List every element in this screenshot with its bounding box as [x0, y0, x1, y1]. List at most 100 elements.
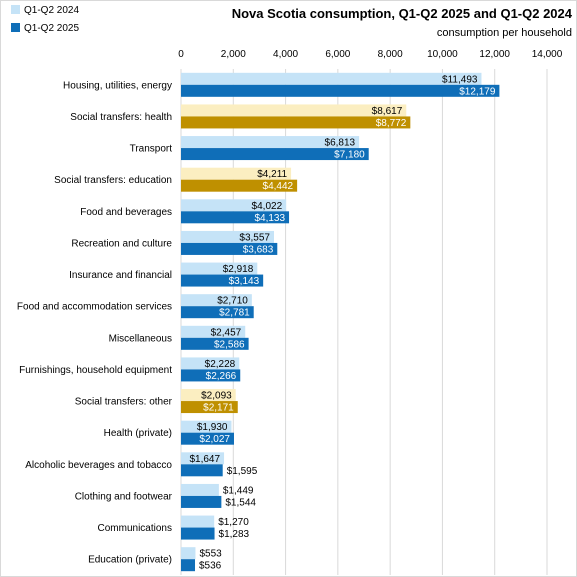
bar-2025: [181, 559, 196, 572]
bar-2025: [181, 306, 254, 319]
data-label: $1,930: [197, 422, 228, 433]
data-label: $1,449: [223, 485, 254, 496]
category-label: Communications: [98, 523, 172, 534]
data-label: $2,586: [214, 339, 245, 350]
bar-2024: [181, 72, 482, 85]
bar-2024: [181, 515, 215, 528]
data-label: $11,493: [442, 74, 478, 85]
data-label: $1,544: [225, 497, 256, 508]
category-label: Social transfers: health: [70, 112, 172, 123]
data-label: $4,022: [252, 201, 283, 212]
data-label: $12,179: [459, 86, 496, 97]
data-label: $1,647: [189, 454, 220, 465]
bar-2025: [181, 148, 369, 161]
bar-2025: [181, 242, 278, 255]
bar-2025: [181, 495, 222, 508]
data-label: $7,180: [334, 150, 365, 161]
legend-label-2025: Q1-Q2 2025: [24, 23, 79, 34]
bar-2024: [181, 452, 225, 465]
bar-2024: [181, 136, 360, 149]
bar-2024: [181, 357, 240, 370]
category-label: Recreation and culture: [71, 238, 172, 249]
x-tick-label: 0: [178, 49, 184, 60]
category-label: Health (private): [104, 428, 172, 439]
data-label: $1,283: [219, 529, 250, 540]
data-label: $553: [199, 549, 222, 560]
data-label: $4,133: [254, 213, 285, 224]
x-tick-label: 6,000: [325, 49, 350, 60]
bar-2025: [181, 369, 241, 382]
category-label: Housing, utilities, energy: [63, 80, 172, 91]
bar-2025: [181, 116, 411, 129]
category-label: Social transfers: education: [54, 175, 172, 186]
data-label: $6,813: [325, 138, 356, 149]
bar-2025: [181, 84, 500, 97]
legend-swatch-2025: [11, 23, 20, 32]
bars: [181, 72, 500, 572]
legend: Q1-Q2 2024 Q1-Q2 2025: [11, 5, 79, 34]
bar-2025: [181, 464, 223, 477]
data-label: $1,270: [218, 517, 249, 528]
data-label: $3,557: [239, 232, 270, 243]
data-label: $4,211: [257, 169, 287, 180]
legend-label-2024: Q1-Q2 2024: [24, 5, 79, 16]
bar-2025: [181, 527, 215, 540]
data-label: $1,595: [227, 466, 258, 477]
data-label: $2,171: [203, 403, 234, 414]
bar-2024: [181, 547, 196, 560]
data-label: $8,772: [376, 118, 407, 129]
bar-2024: [181, 483, 219, 496]
data-label: $2,781: [219, 308, 250, 319]
bar-2024: [181, 262, 258, 275]
x-tick-label: 4,000: [273, 49, 298, 60]
data-label: $4,442: [263, 181, 294, 192]
bar-2024: [181, 104, 407, 117]
x-tick-label: 8,000: [378, 49, 403, 60]
data-label: $2,710: [217, 296, 248, 307]
category-label: Insurance and financial: [69, 270, 172, 281]
category-label: Food and accommodation services: [17, 302, 172, 313]
category-label: Furnishings, household equipment: [19, 365, 172, 376]
category-label: Food and beverages: [80, 207, 172, 218]
bar-2024: [181, 230, 274, 243]
data-label: $8,617: [372, 106, 403, 117]
data-label: $536: [199, 561, 222, 572]
category-labels: Housing, utilities, energy Social transfe…: [17, 80, 173, 565]
data-label: $2,918: [223, 264, 254, 275]
bar-2025: [181, 274, 264, 287]
bar-2025: [181, 401, 238, 414]
data-label: $3,143: [229, 276, 260, 287]
legend-swatch-2024: [11, 5, 20, 14]
bar-2025: [181, 432, 234, 445]
data-label: $2,228: [205, 359, 236, 370]
chart-title: Nova Scotia consumption, Q1-Q2 2025 and …: [232, 6, 573, 21]
category-label: Alcoholic beverages and tobacco: [25, 460, 172, 471]
x-tick-label: 14,000: [532, 49, 563, 60]
data-label: $2,093: [201, 391, 232, 402]
bar-2025: [181, 179, 298, 192]
x-tick-label: 12,000: [479, 49, 510, 60]
data-label: $2,027: [199, 434, 230, 445]
x-axis-ticks: 0 2,000 4,000 6,000 8,000 10,000 12,000 14,000: [178, 49, 563, 60]
chart-subtitle: consumption per household: [437, 27, 572, 39]
data-labels: $11,493$12,179 $8,617$8,772 $6,813$7,180 $4…: [189, 74, 495, 571]
x-tick-label: 10,000: [427, 49, 458, 60]
category-label: Social transfers: other: [75, 397, 173, 408]
x-tick-label: 2,000: [221, 49, 246, 60]
bar-2024: [181, 389, 236, 402]
category-label: Miscellaneous: [109, 333, 172, 344]
category-label: Education (private): [88, 555, 172, 566]
bar-2025: [181, 337, 249, 350]
data-label: $2,266: [206, 371, 237, 382]
category-label: Transport: [130, 144, 173, 155]
category-label: Clothing and footwear: [75, 491, 173, 502]
bar-2025: [181, 211, 290, 224]
bar-2024: [181, 167, 292, 180]
data-label: $3,683: [243, 244, 274, 255]
bar-2024: [181, 325, 246, 338]
data-label: $2,457: [211, 327, 242, 338]
bar-2024: [181, 199, 287, 212]
bar-2024: [181, 420, 232, 433]
bar-2024: [181, 294, 252, 307]
